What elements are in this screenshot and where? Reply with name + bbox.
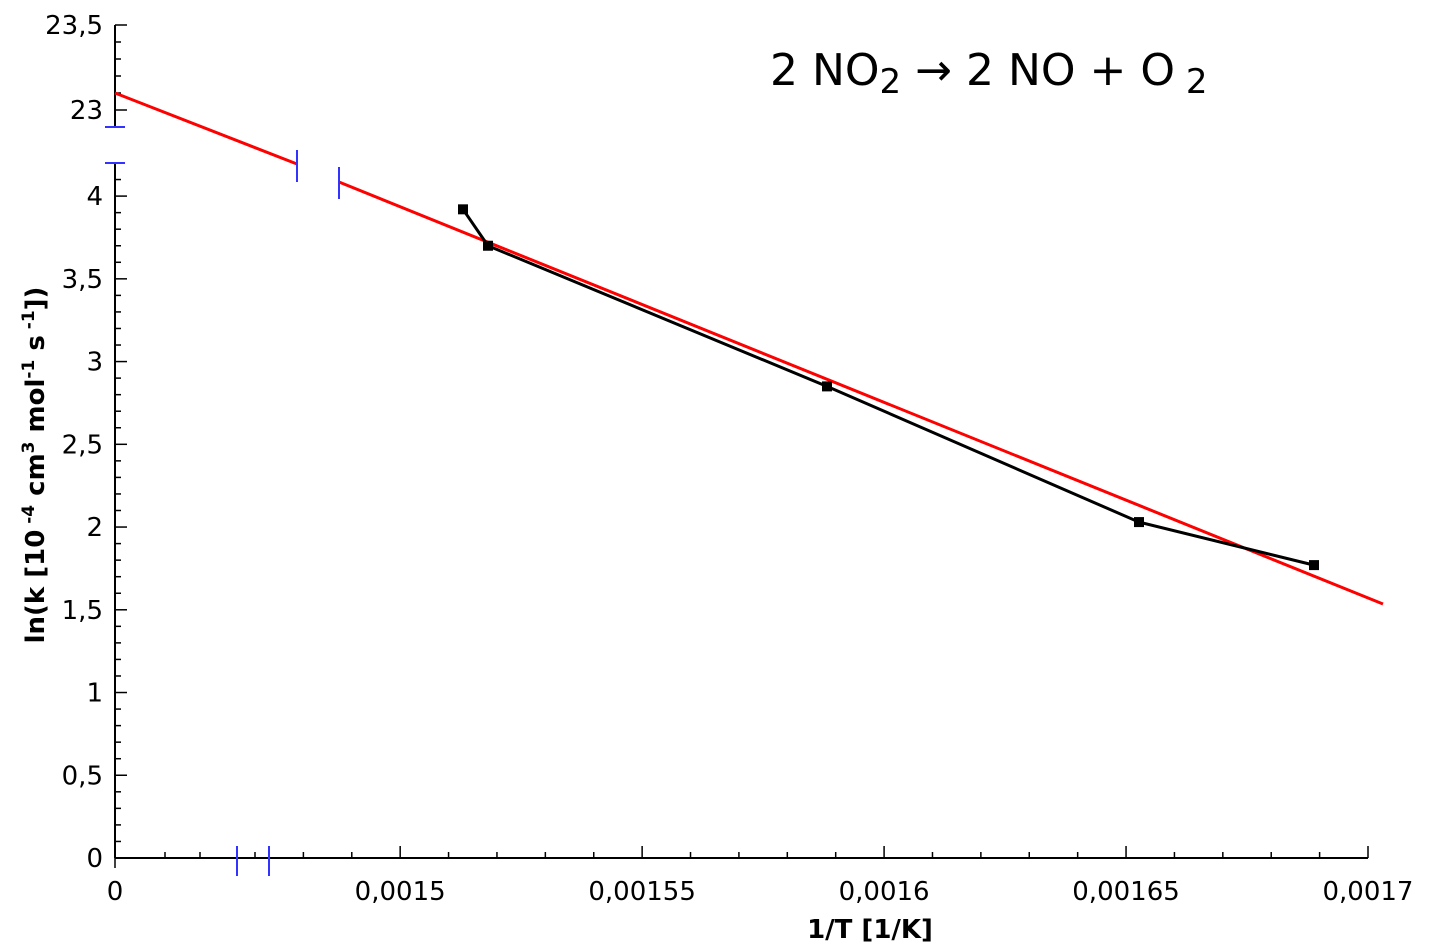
reaction-equation: 2 NO2 → 2 NO + O 2 xyxy=(770,45,1207,102)
reaction-part: → 2 NO + O xyxy=(901,45,1175,96)
y-axis-title-part: -4 xyxy=(19,505,39,530)
axis-break-marks xyxy=(105,126,340,876)
y-axis-title-part: ln(k [10 xyxy=(21,530,51,644)
x-tick-label: 0,0017 xyxy=(1323,877,1414,907)
y-tick-label: 1 xyxy=(86,679,103,709)
y-tick-label: 23 xyxy=(70,96,103,126)
y-tick-label: 3,5 xyxy=(62,265,103,295)
y-tick-label: 2 xyxy=(86,513,103,543)
x-tick-label: 0 xyxy=(107,877,124,907)
fit-line-lower xyxy=(338,180,1384,606)
fit-line-upper xyxy=(114,91,298,166)
y-axis-title-part: ]) xyxy=(21,287,51,311)
data-point xyxy=(1309,560,1319,571)
data-point xyxy=(483,240,493,251)
x-tick-label: 0,00155 xyxy=(588,877,696,907)
y-tick-label: 4 xyxy=(86,182,103,212)
data-point xyxy=(822,381,832,392)
y-tick-label: 0,5 xyxy=(62,761,103,791)
x-tick-label: 0,0016 xyxy=(839,877,930,907)
y-axis-title-part: -1 xyxy=(19,310,39,335)
y-axis-title-part: cm xyxy=(21,453,51,505)
fit-line-layer xyxy=(114,91,1384,606)
y-tick-label: 2,5 xyxy=(62,430,103,460)
data-series-layer xyxy=(458,204,1319,571)
y-tick-label: 0 xyxy=(86,844,103,874)
reaction-part: 2 xyxy=(1175,62,1207,102)
x-tick-label: 0,0015 xyxy=(355,877,446,907)
data-line xyxy=(461,208,1315,567)
y-axis-title-part: 3 xyxy=(19,441,39,453)
data-point xyxy=(458,204,468,215)
axis-labels: 0 0,5 1 1,5 2 2,5 3 3,5 4 23 23,5 0 0,0015 0,00155 0,0… xyxy=(45,11,1413,907)
y-axis-title: ln(k [10 -4 cm3 mol-1 s -1]) xyxy=(19,287,51,644)
y-tick-label: 23,5 xyxy=(45,11,103,41)
y-axis-title-part: mol xyxy=(21,379,51,442)
reaction-part: 2 NO xyxy=(770,45,880,96)
x-tick-label: 0,00165 xyxy=(1072,877,1180,907)
x-axis-title: 1/T [1/K] xyxy=(807,915,933,945)
reaction-part: 2 xyxy=(880,62,902,102)
y-tick-label: 1,5 xyxy=(62,596,103,626)
y-axis-title-part: s xyxy=(21,335,51,360)
y-axis-title-part: -1 xyxy=(19,360,39,379)
y-tick-label: 3 xyxy=(86,348,103,378)
axes xyxy=(114,24,1369,868)
data-point xyxy=(1134,517,1144,528)
